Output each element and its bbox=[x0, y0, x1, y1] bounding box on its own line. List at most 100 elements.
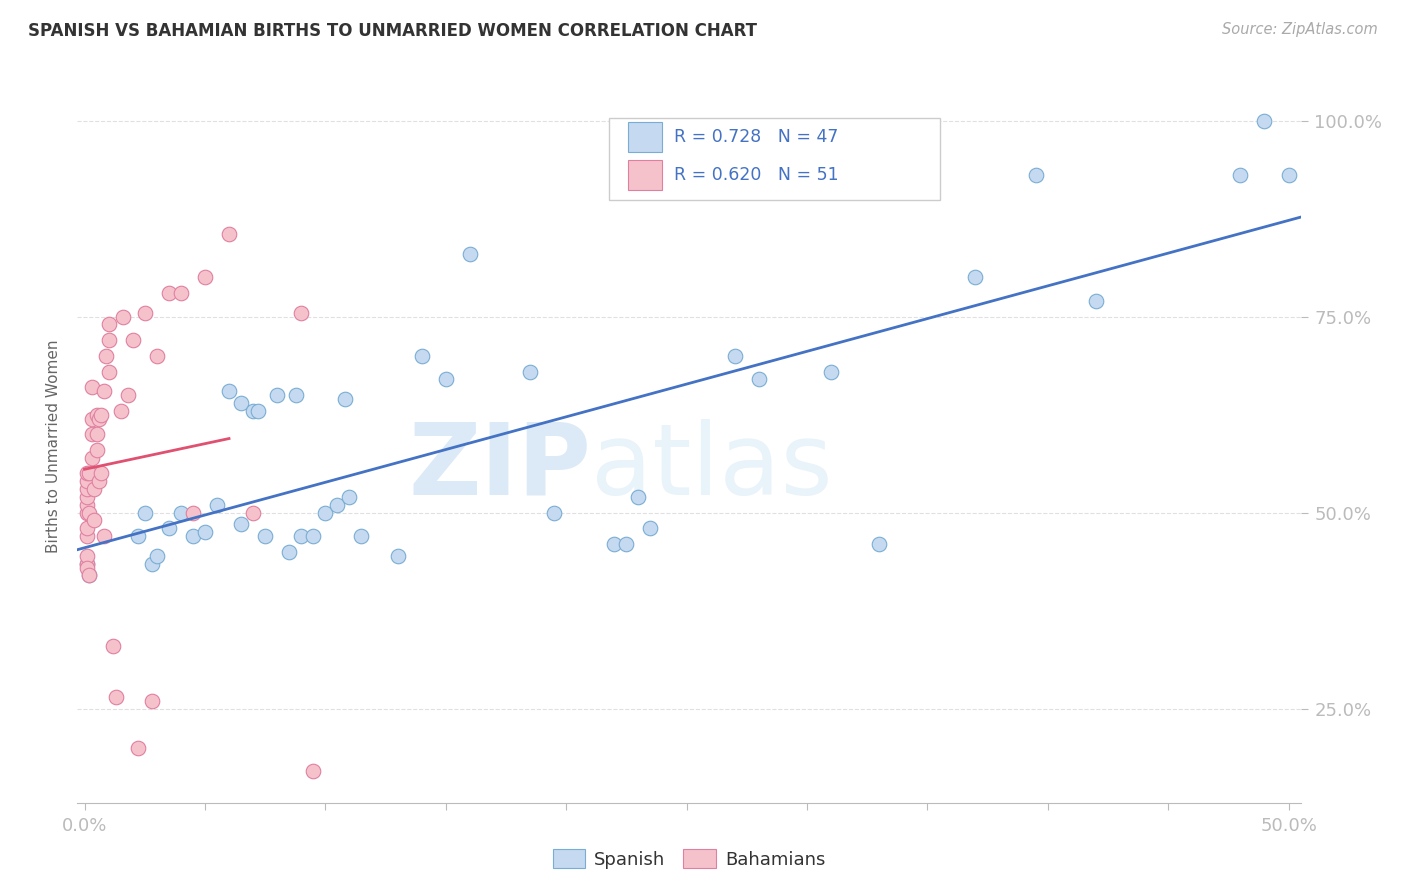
Point bbox=[157, 521, 180, 535]
Point bbox=[76, 557, 98, 571]
Point bbox=[242, 403, 264, 417]
Text: ZIP: ZIP bbox=[408, 419, 591, 516]
Point bbox=[333, 392, 356, 406]
Point bbox=[181, 506, 204, 520]
Point bbox=[80, 380, 103, 394]
Point bbox=[205, 498, 228, 512]
Point bbox=[242, 506, 264, 520]
Point bbox=[97, 318, 120, 332]
Point bbox=[965, 270, 987, 285]
Point bbox=[246, 403, 269, 417]
Point bbox=[218, 227, 240, 242]
Point bbox=[76, 549, 98, 563]
Text: R = 0.620   N = 51: R = 0.620 N = 51 bbox=[675, 166, 839, 184]
Point bbox=[93, 384, 115, 398]
Point bbox=[86, 408, 108, 422]
Point bbox=[76, 482, 98, 496]
Point bbox=[724, 349, 747, 363]
Point bbox=[76, 529, 98, 543]
Point bbox=[170, 506, 193, 520]
Point bbox=[627, 490, 650, 504]
Point bbox=[76, 506, 98, 520]
Point bbox=[80, 450, 103, 465]
Point bbox=[640, 521, 662, 535]
Point bbox=[1253, 113, 1275, 128]
Point bbox=[350, 529, 373, 543]
Legend: Spanish, Bahamians: Spanish, Bahamians bbox=[546, 842, 832, 876]
Bar bbox=[628, 122, 662, 153]
Bar bbox=[628, 160, 662, 190]
Point bbox=[97, 333, 120, 347]
Point bbox=[76, 467, 98, 481]
Point bbox=[302, 529, 325, 543]
Point bbox=[254, 529, 277, 543]
Point bbox=[229, 396, 252, 410]
Point bbox=[90, 408, 112, 422]
Point bbox=[134, 306, 156, 320]
Point bbox=[1229, 169, 1251, 183]
Point bbox=[146, 349, 169, 363]
Text: SPANISH VS BAHAMIAN BIRTHS TO UNMARRIED WOMEN CORRELATION CHART: SPANISH VS BAHAMIAN BIRTHS TO UNMARRIED … bbox=[28, 22, 756, 40]
Point bbox=[79, 506, 101, 520]
Point bbox=[302, 764, 325, 779]
Point bbox=[93, 529, 115, 543]
Point bbox=[194, 270, 217, 285]
Point bbox=[112, 310, 135, 324]
Point bbox=[170, 286, 193, 301]
Point bbox=[314, 506, 336, 520]
Point bbox=[110, 403, 132, 417]
Point bbox=[127, 529, 149, 543]
Point bbox=[278, 545, 301, 559]
Point bbox=[141, 694, 163, 708]
Point bbox=[103, 639, 125, 653]
Point bbox=[1277, 169, 1299, 183]
Point bbox=[80, 411, 103, 425]
Point bbox=[76, 521, 98, 535]
Point bbox=[127, 740, 149, 755]
Point bbox=[141, 557, 163, 571]
Point bbox=[326, 498, 349, 512]
Point bbox=[1025, 169, 1047, 183]
Point bbox=[181, 529, 204, 543]
Text: atlas: atlas bbox=[591, 419, 832, 516]
FancyBboxPatch shape bbox=[609, 118, 939, 200]
Point bbox=[339, 490, 361, 504]
Point bbox=[543, 506, 565, 520]
Point bbox=[290, 529, 312, 543]
Point bbox=[117, 388, 139, 402]
Text: R = 0.728   N = 47: R = 0.728 N = 47 bbox=[675, 128, 838, 146]
Point bbox=[76, 560, 98, 574]
Point bbox=[266, 388, 288, 402]
Point bbox=[229, 517, 252, 532]
Point bbox=[87, 475, 110, 489]
Point bbox=[76, 490, 98, 504]
Point bbox=[80, 427, 103, 442]
Point bbox=[290, 306, 312, 320]
Point bbox=[90, 467, 112, 481]
Point bbox=[748, 372, 770, 386]
Point bbox=[86, 442, 108, 457]
Point bbox=[97, 364, 120, 378]
Point bbox=[134, 506, 156, 520]
Point bbox=[458, 247, 481, 261]
Point bbox=[96, 349, 118, 363]
Point bbox=[83, 514, 105, 528]
Point bbox=[121, 333, 143, 347]
Point bbox=[519, 364, 541, 378]
Point bbox=[87, 411, 110, 425]
Point bbox=[76, 557, 98, 571]
Point bbox=[146, 549, 169, 563]
Point bbox=[603, 537, 626, 551]
Point bbox=[83, 482, 105, 496]
Point bbox=[868, 537, 890, 551]
Y-axis label: Births to Unmarried Women: Births to Unmarried Women bbox=[45, 339, 60, 553]
Point bbox=[76, 498, 98, 512]
Point bbox=[104, 690, 127, 704]
Point bbox=[79, 568, 101, 582]
Point bbox=[79, 467, 101, 481]
Point bbox=[76, 475, 98, 489]
Point bbox=[218, 384, 240, 398]
Point bbox=[194, 525, 217, 540]
Point bbox=[86, 427, 108, 442]
Point bbox=[157, 286, 180, 301]
